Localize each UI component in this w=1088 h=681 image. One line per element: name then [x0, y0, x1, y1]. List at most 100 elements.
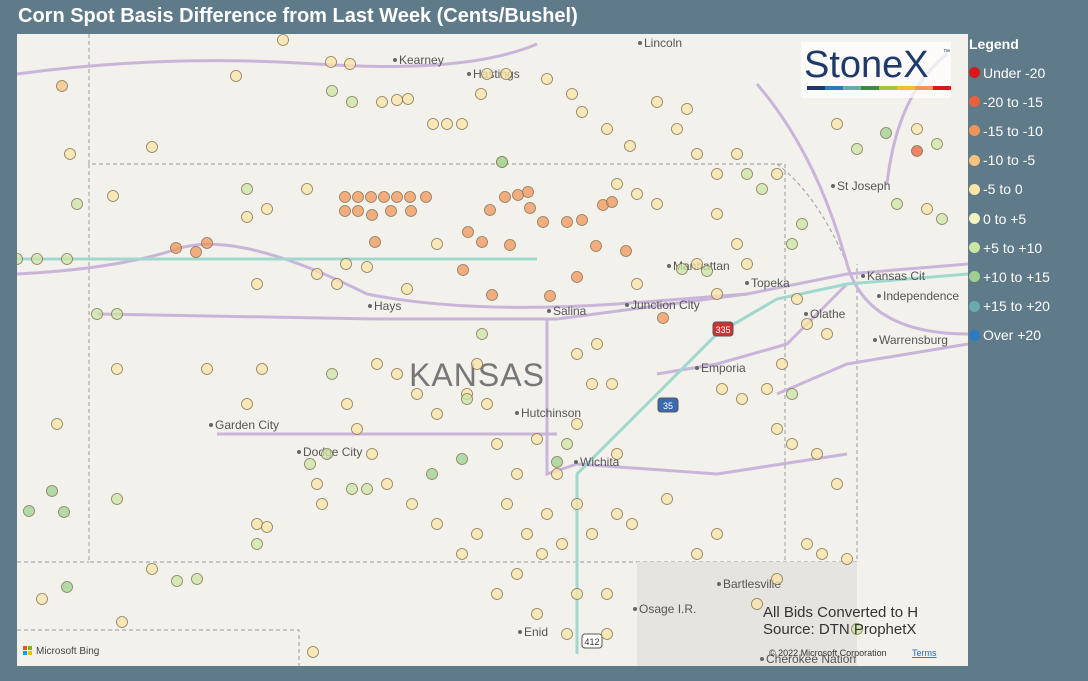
- legend-label: +5 to +10: [983, 239, 1043, 256]
- place-label: St Joseph: [837, 179, 890, 193]
- basis-dot: [369, 236, 381, 248]
- note: All Bids Converted to H: [763, 604, 918, 621]
- legend-label: -10 to -5: [983, 152, 1036, 169]
- basis-dot: [491, 588, 503, 600]
- legend-label: +10 to +15: [983, 268, 1050, 285]
- terms-link[interactable]: Terms: [912, 648, 937, 658]
- basis-dot: [456, 548, 468, 560]
- place-label: Warrensburg: [879, 333, 948, 347]
- basis-dot: [651, 198, 663, 210]
- basis-dot: [556, 538, 568, 550]
- basis-dot: [631, 278, 643, 290]
- basis-dot: [461, 393, 473, 405]
- place-marker: [760, 657, 764, 661]
- basis-dot: [671, 123, 683, 135]
- legend-swatch: [969, 271, 980, 283]
- basis-dot: [522, 186, 534, 198]
- basis-dot: [499, 191, 511, 203]
- legend-label: 0 to +5: [983, 210, 1027, 227]
- place-marker: [625, 303, 629, 307]
- basis-dot: [111, 308, 123, 320]
- basis-dot: [731, 238, 743, 250]
- basis-dot: [365, 191, 377, 203]
- basis-dot: [411, 388, 423, 400]
- basis-dot: [786, 238, 798, 250]
- basis-dot: [571, 418, 583, 430]
- place-marker: [518, 630, 522, 634]
- place-marker: [745, 281, 749, 285]
- basis-dot: [911, 123, 923, 135]
- basis-dot: [406, 498, 418, 510]
- legend: Legend Under -20 -20 to -15 -15 to -10 -10 …: [969, 36, 1050, 350]
- place-label: Dodge City: [303, 445, 362, 459]
- basis-dot: [456, 118, 468, 130]
- basis-dot: [431, 238, 443, 250]
- basis-dot: [23, 505, 35, 517]
- basis-dot: [576, 214, 588, 226]
- legend-item: 0 to +5: [969, 204, 1050, 233]
- basis-dot: [601, 588, 613, 600]
- basis-dot: [58, 506, 70, 518]
- place-marker: [638, 41, 642, 45]
- basis-dot: [381, 478, 393, 490]
- basis-dot: [571, 498, 583, 510]
- place-label: Junction City: [631, 298, 700, 312]
- logo-bar-seg: [843, 86, 861, 90]
- legend-item: -10 to -5: [969, 146, 1050, 175]
- place-label: Topeka: [751, 276, 790, 290]
- legend-item: +15 to +20: [969, 292, 1050, 321]
- legend-item: Under -20: [969, 58, 1050, 87]
- basis-dot: [661, 493, 673, 505]
- basis-dot: [376, 96, 388, 108]
- basis-dot: [741, 258, 753, 270]
- basis-dot: [761, 383, 773, 395]
- logo-bar-seg: [915, 86, 933, 90]
- basis-dot: [841, 553, 853, 565]
- basis-dot: [171, 575, 183, 587]
- place-marker: [873, 338, 877, 342]
- place-marker: [667, 264, 671, 268]
- basis-dot: [541, 73, 553, 85]
- basis-dot: [261, 521, 273, 533]
- place-marker: [633, 607, 637, 611]
- basis-dot: [657, 312, 669, 324]
- basis-dot: [361, 483, 373, 495]
- basis-dot: [561, 628, 573, 640]
- logo-tm: ™: [943, 49, 950, 56]
- basis-dot: [586, 528, 598, 540]
- place-label: Wichita: [580, 455, 620, 469]
- place-marker: [297, 450, 301, 454]
- basis-dot: [316, 498, 328, 510]
- basis-dot: [801, 318, 813, 330]
- ms-logo: [23, 646, 27, 650]
- basis-dot: [201, 363, 213, 375]
- place-label: Kearney: [399, 53, 444, 67]
- basis-dot: [404, 191, 416, 203]
- place-label: Olathe: [810, 307, 846, 321]
- shield: [581, 633, 603, 649]
- basis-dot: [311, 478, 323, 490]
- basis-dot: [551, 456, 563, 468]
- legend-label: -15 to -10: [983, 122, 1043, 139]
- place-label: Salina: [553, 304, 587, 318]
- basis-dot: [571, 588, 583, 600]
- basis-dot: [431, 518, 443, 530]
- place-label: Grand Island: [472, 34, 541, 37]
- place-label: Independence: [883, 289, 959, 303]
- basis-dot: [146, 141, 158, 153]
- shield: [657, 397, 679, 413]
- basis-dot: [339, 205, 351, 217]
- basis-dot: [751, 598, 763, 610]
- legend-label: -20 to -15: [983, 93, 1043, 110]
- basis-dot: [402, 93, 414, 105]
- basis-dot: [771, 168, 783, 180]
- basis-dot: [321, 448, 333, 460]
- basis-dot: [441, 118, 453, 130]
- osage-area: [637, 562, 857, 666]
- basis-dot: [611, 448, 623, 460]
- place-marker: [804, 312, 808, 316]
- basis-dot: [590, 240, 602, 252]
- basis-dot: [626, 518, 638, 530]
- legend-item: -5 to 0: [969, 175, 1050, 204]
